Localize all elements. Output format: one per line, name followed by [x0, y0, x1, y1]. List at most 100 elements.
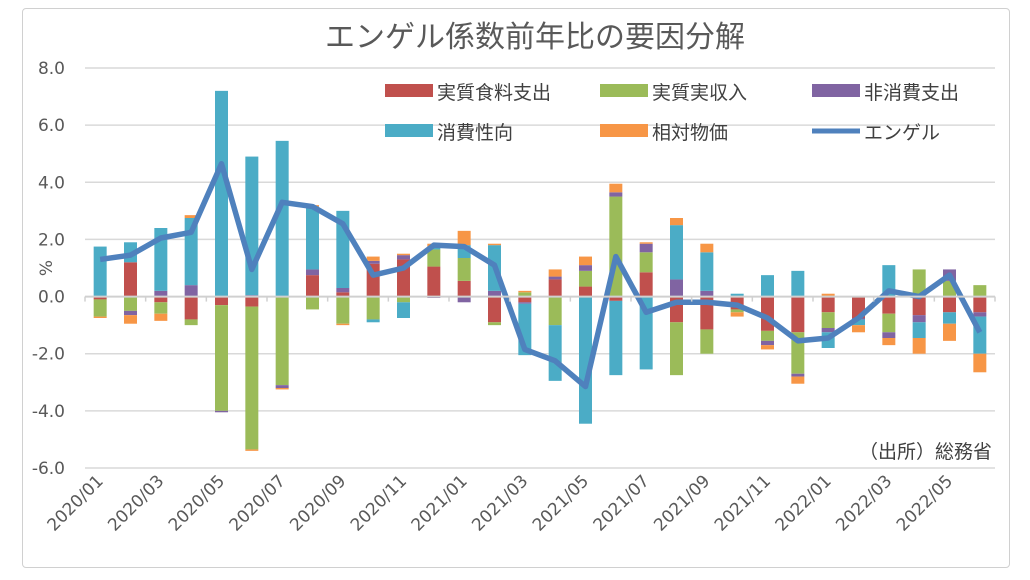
y-tick-label: 4.0 [38, 173, 65, 193]
bar-segment [427, 249, 441, 267]
bar-segment [579, 270, 592, 287]
y-tick-label: 8.0 [38, 59, 65, 79]
bar-segment [548, 269, 562, 277]
x-tick-label: 2021/09 [650, 471, 714, 535]
bar-segment [670, 225, 683, 280]
bar-segment [821, 312, 835, 328]
bar-segment [579, 265, 592, 271]
bar-segment [670, 279, 683, 297]
y-tick-label: 6.0 [38, 116, 65, 136]
bar-segment [579, 256, 592, 266]
bar-segment [397, 253, 410, 256]
bar-segment [215, 90, 228, 297]
bar-segment [518, 296, 532, 303]
bar-segment [124, 296, 137, 311]
bar-segment [821, 328, 835, 333]
legend-swatch [385, 84, 433, 97]
bar-segment [215, 305, 228, 411]
bar-segment [852, 319, 865, 326]
bar-segment [488, 296, 501, 323]
bar-segment [184, 296, 198, 320]
bar-segment [306, 269, 319, 276]
bar-segment [427, 266, 441, 297]
bar-segment [761, 330, 774, 341]
bar-segment [306, 206, 319, 270]
bar-segment [397, 255, 410, 260]
bar-segment [579, 286, 592, 297]
bar-segment [245, 449, 259, 451]
bar-segment [275, 385, 289, 388]
bar-segment [609, 192, 623, 197]
bar-segment [93, 296, 107, 300]
bar-segment [912, 322, 926, 338]
x-tick-label: 2020/05 [165, 471, 229, 535]
bar-segment [973, 312, 987, 317]
bar-segment [366, 256, 380, 261]
bar-segment [93, 316, 107, 318]
bar-segment [639, 243, 653, 253]
bar-segment [488, 290, 501, 297]
bar-segment [154, 302, 168, 314]
bar-segment [124, 310, 137, 316]
bar-segment [639, 242, 653, 244]
bar-segment [700, 252, 714, 291]
bar-segment [609, 300, 623, 376]
bar-segment [700, 329, 714, 354]
y-tick-label: -2.0 [32, 345, 65, 365]
bar-segment [245, 296, 259, 307]
bar-segment [548, 296, 562, 326]
bar-segment [579, 296, 592, 424]
bar-segment [548, 279, 562, 297]
legend-swatch [600, 124, 648, 137]
legend-label: 相対物価 [652, 122, 728, 144]
legend-swatch [385, 124, 433, 137]
bar-segment [730, 309, 744, 313]
bar-segment [791, 373, 805, 377]
chart-title: エンゲル係数前年比の要因分解 [325, 20, 745, 55]
bar-segment [488, 322, 501, 326]
bar-segment [154, 313, 168, 321]
bar-segment [791, 376, 805, 384]
bar-segment [366, 319, 380, 323]
bar-segment [973, 353, 987, 373]
bar-segment [518, 302, 532, 304]
x-tick-label: 2020/01 [44, 471, 108, 535]
bar-segment [93, 246, 107, 297]
bar-segment [882, 296, 896, 314]
bar-segment [154, 228, 168, 291]
bar-segment [397, 296, 410, 303]
bar-segment [518, 290, 532, 293]
bar-segment [215, 296, 228, 306]
bar-segment [548, 276, 562, 280]
bar-segment [488, 243, 501, 246]
x-tick-label: 2022/01 [772, 471, 836, 535]
bar-segment [943, 323, 956, 341]
bar-segment [457, 296, 471, 303]
bar-segment [275, 296, 289, 386]
bar-segment [336, 296, 350, 324]
legend-label: 実質実収入 [652, 82, 747, 104]
bar-segment [639, 252, 653, 273]
x-tick-label: 2021/05 [529, 471, 593, 535]
bar-segment [973, 296, 987, 313]
bar-segment [882, 332, 896, 338]
x-tick-label: 2020/11 [347, 471, 411, 535]
bar-segment [639, 296, 653, 370]
bar-segment [397, 302, 410, 318]
legend-label: 消費性向 [437, 122, 513, 144]
x-tick-label: 2020/03 [104, 471, 168, 535]
y-tick-label: -6.0 [32, 459, 65, 479]
bar-segment [882, 313, 896, 333]
bar-segment [761, 275, 774, 297]
bar-segment [336, 288, 350, 293]
bar-segment [882, 338, 896, 346]
legend-label: 実質食料支出 [437, 82, 551, 104]
y-tick-label: -4.0 [32, 402, 65, 422]
bar-segment [93, 299, 107, 317]
bar-segment [215, 410, 228, 413]
bar-segment [518, 292, 532, 297]
bar-segment [245, 156, 259, 296]
bar-segment [700, 290, 714, 297]
bar-segment [184, 285, 198, 297]
